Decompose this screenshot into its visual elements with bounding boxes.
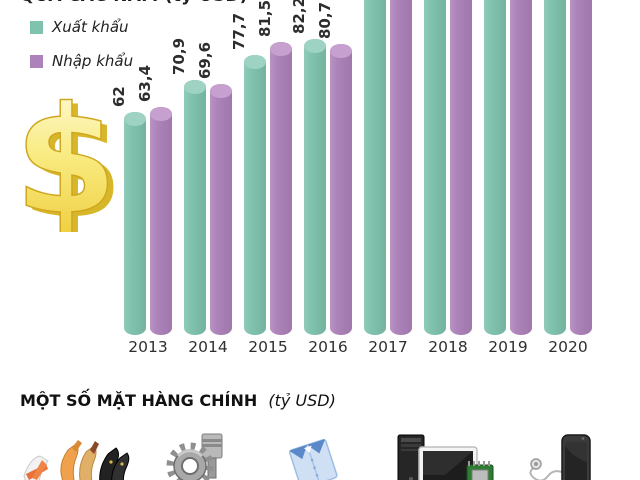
bar-top-cap <box>124 112 146 126</box>
bar-top-cap <box>330 44 352 58</box>
bar-import-2020 <box>570 0 592 335</box>
year-label-2020: 2020 <box>548 338 588 356</box>
bar-value-label: 63,4 <box>136 64 154 102</box>
bar-top-cap <box>210 84 232 98</box>
bar-import-2013 <box>150 107 172 335</box>
bar-import-2018 <box>450 0 472 335</box>
bar-top-cap <box>304 39 326 53</box>
bar-import-2015 <box>270 42 292 335</box>
bar-import-2014 <box>210 84 232 335</box>
bar-export-2017 <box>364 0 386 335</box>
legend-item-nhap-khau: Nhập khẩu <box>30 52 133 70</box>
bar-export-2018 <box>424 0 446 335</box>
bar-value-label: 80,7 <box>316 1 334 39</box>
year-label-2015: 2015 <box>248 338 288 356</box>
svg-text:$: $ <box>16 96 117 232</box>
bar-top-cap <box>184 80 206 94</box>
commodities-heading-unit: (tỷ USD) <box>268 391 336 410</box>
bar-top-cap <box>244 55 266 69</box>
bar-top-cap <box>150 107 172 121</box>
dollar-sign-icon: $ $ <box>14 74 124 251</box>
bar-export-2013 <box>124 112 146 335</box>
textile-shirt-icon <box>282 436 344 480</box>
year-label-2016: 2016 <box>308 338 348 356</box>
commodities-heading: MỘT SỐ MẶT HÀNG CHÍNH (tỷ USD) <box>20 391 336 410</box>
legend-label-export: Xuất khẩu <box>52 18 129 36</box>
year-label-2019: 2019 <box>488 338 528 356</box>
export-color-swatch <box>30 20 43 34</box>
bar-value-label: 81,5 <box>256 0 274 37</box>
bar-import-2016 <box>330 44 352 335</box>
bar-value-label: 69,6 <box>196 41 214 79</box>
bar-export-2019 <box>484 0 506 335</box>
year-label-2014: 2014 <box>188 338 228 356</box>
computer-electronics-icon <box>395 433 495 480</box>
bar-value-label: 82,2 <box>290 0 308 34</box>
chart-title: QUA CÁC NĂM (tỷ USD) <box>20 0 248 6</box>
import-color-swatch <box>30 54 43 68</box>
bar-export-2014 <box>184 80 206 335</box>
bar-top-cap <box>270 42 292 56</box>
svg-text:$: $ <box>21 96 120 232</box>
legend-item-xuat-khau: Xuất khẩu <box>30 18 133 36</box>
legend-label-import: Nhập khẩu <box>52 52 134 70</box>
bar-export-2016 <box>304 39 326 335</box>
year-label-2017: 2017 <box>368 338 408 356</box>
commodities-heading-text: MỘT SỐ MẶT HÀNG CHÍNH <box>20 391 258 410</box>
bar-value-label: 77,7 <box>230 12 248 50</box>
year-label-2013: 2013 <box>128 338 168 356</box>
bar-import-2017 <box>390 0 412 335</box>
bar-export-2020 <box>544 0 566 335</box>
chart-legend: Xuất khẩu Nhập khẩu <box>30 18 133 86</box>
phone-earbuds-icon <box>524 432 596 480</box>
bar-value-label: 62 <box>110 86 128 107</box>
year-label-2018: 2018 <box>428 338 468 356</box>
footwear-icon <box>14 434 132 480</box>
bar-import-2019 <box>510 0 532 335</box>
bar-export-2015 <box>244 55 266 335</box>
bar-value-label: 70,9 <box>170 37 188 75</box>
machinery-gear-piston-icon <box>162 430 232 480</box>
